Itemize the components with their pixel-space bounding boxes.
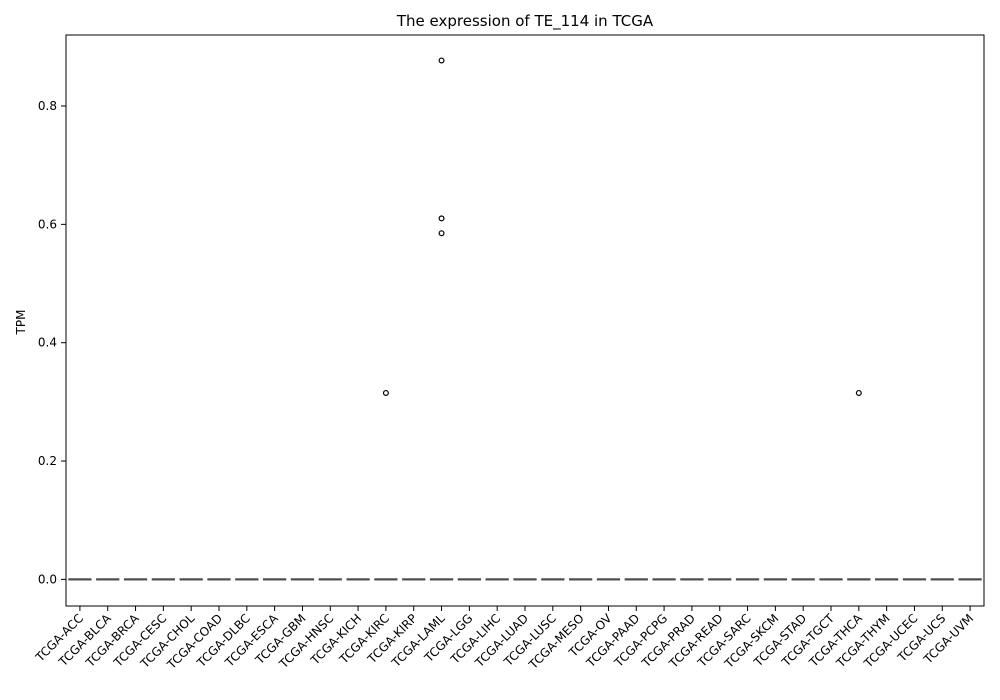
y-axis-label: TPM	[14, 310, 28, 336]
outlier-point	[438, 215, 445, 222]
outlier-point	[438, 57, 445, 64]
y-tick-label: 0.0	[38, 572, 57, 586]
y-tick-label: 0.4	[38, 336, 57, 350]
x-axis-ticks: TCGA-ACCTCGA-BLCATCGA-BRCATCGA-CESCTCGA-…	[32, 606, 976, 672]
box-series	[68, 578, 982, 581]
y-axis-ticks: 0.0 0.2 0.4 0.6 0.8	[38, 99, 66, 586]
y-tick-label: 0.6	[38, 217, 57, 231]
y-tick-label: 0.8	[38, 99, 57, 113]
chart-title: The expression of TE_114 in TCGA	[396, 12, 654, 31]
y-tick-label: 0.2	[38, 454, 57, 468]
outlier-point	[855, 389, 862, 396]
plot-area-frame	[65, 34, 985, 607]
outlier-points	[382, 57, 862, 396]
outlier-point	[382, 389, 389, 396]
outlier-point	[438, 230, 445, 237]
